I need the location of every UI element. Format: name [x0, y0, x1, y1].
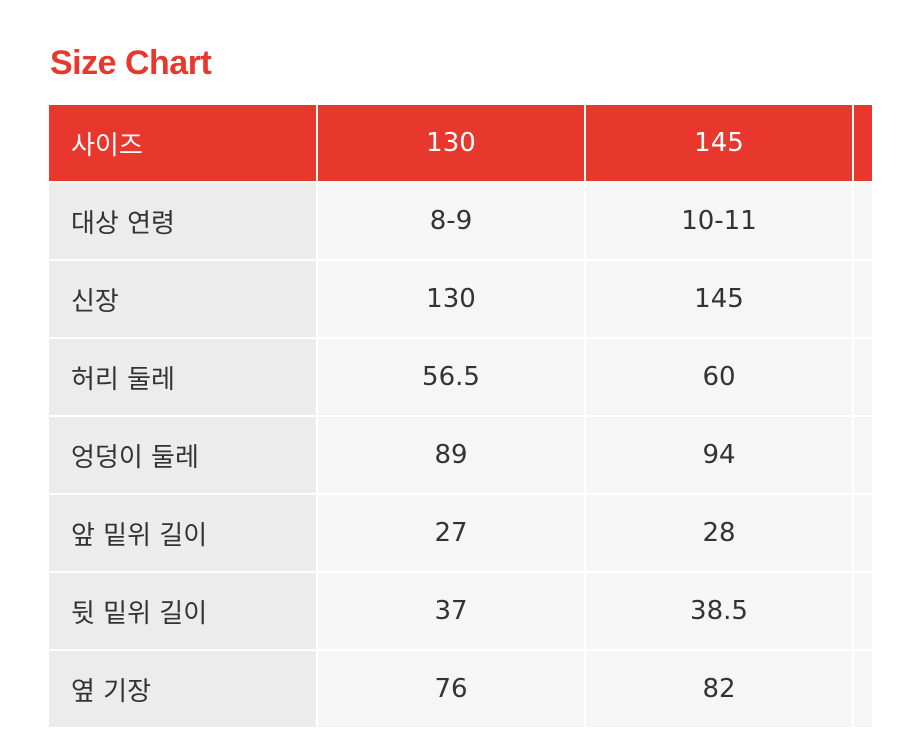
row-label: 신장 — [49, 259, 318, 339]
cell: 94 — [584, 415, 854, 495]
empty-cell — [852, 259, 872, 339]
row-label: 허리 둘레 — [49, 337, 318, 417]
cell: 28 — [584, 493, 854, 573]
header-row: 사이즈 130 145 — [49, 105, 872, 183]
table-row: 신장 130 145 — [49, 259, 872, 339]
empty-cell — [852, 415, 872, 495]
empty-cell — [852, 493, 872, 573]
table-row: 허리 둘레 56.5 60 — [49, 337, 872, 417]
row-label: 엉덩이 둘레 — [49, 415, 318, 495]
row-label: 옆 기장 — [49, 649, 318, 728]
row-label: 사이즈 — [49, 105, 318, 183]
empty-cell — [852, 649, 872, 728]
row-label: 앞 밑위 길이 — [49, 493, 318, 573]
row-label: 대상 연령 — [49, 181, 318, 261]
cell: 37 — [316, 571, 586, 651]
cell: 27 — [316, 493, 586, 573]
cell: 130 — [316, 259, 586, 339]
cell: 145 — [584, 259, 854, 339]
cell: 145 — [584, 105, 854, 183]
cell: 8-9 — [316, 181, 586, 261]
table-row: 엉덩이 둘레 89 94 — [49, 415, 872, 495]
table-row: 옆 기장 76 82 — [49, 649, 872, 728]
table-row: 대상 연령 8-9 10-11 — [49, 181, 872, 261]
empty-cell — [852, 571, 872, 651]
size-table-wrap: 사이즈 130 145 대상 연령 8-9 10-11 신장 130 145 허리 둘레 56.5 6… — [49, 105, 872, 728]
empty-cell — [852, 105, 872, 183]
cell: 82 — [584, 649, 854, 728]
cell: 76 — [316, 649, 586, 728]
page-title: Size Chart — [50, 44, 212, 82]
empty-cell — [852, 337, 872, 417]
cell: 10-11 — [584, 181, 854, 261]
cell: 130 — [316, 105, 586, 183]
size-table: 사이즈 130 145 대상 연령 8-9 10-11 신장 130 145 허리 둘레 56.5 6… — [49, 105, 872, 728]
table-row: 뒷 밑위 길이 37 38.5 — [49, 571, 872, 651]
cell: 56.5 — [316, 337, 586, 417]
cell: 89 — [316, 415, 586, 495]
table-row: 앞 밑위 길이 27 28 — [49, 493, 872, 573]
empty-cell — [852, 181, 872, 261]
cell: 38.5 — [584, 571, 854, 651]
row-label: 뒷 밑위 길이 — [49, 571, 318, 651]
cell: 60 — [584, 337, 854, 417]
